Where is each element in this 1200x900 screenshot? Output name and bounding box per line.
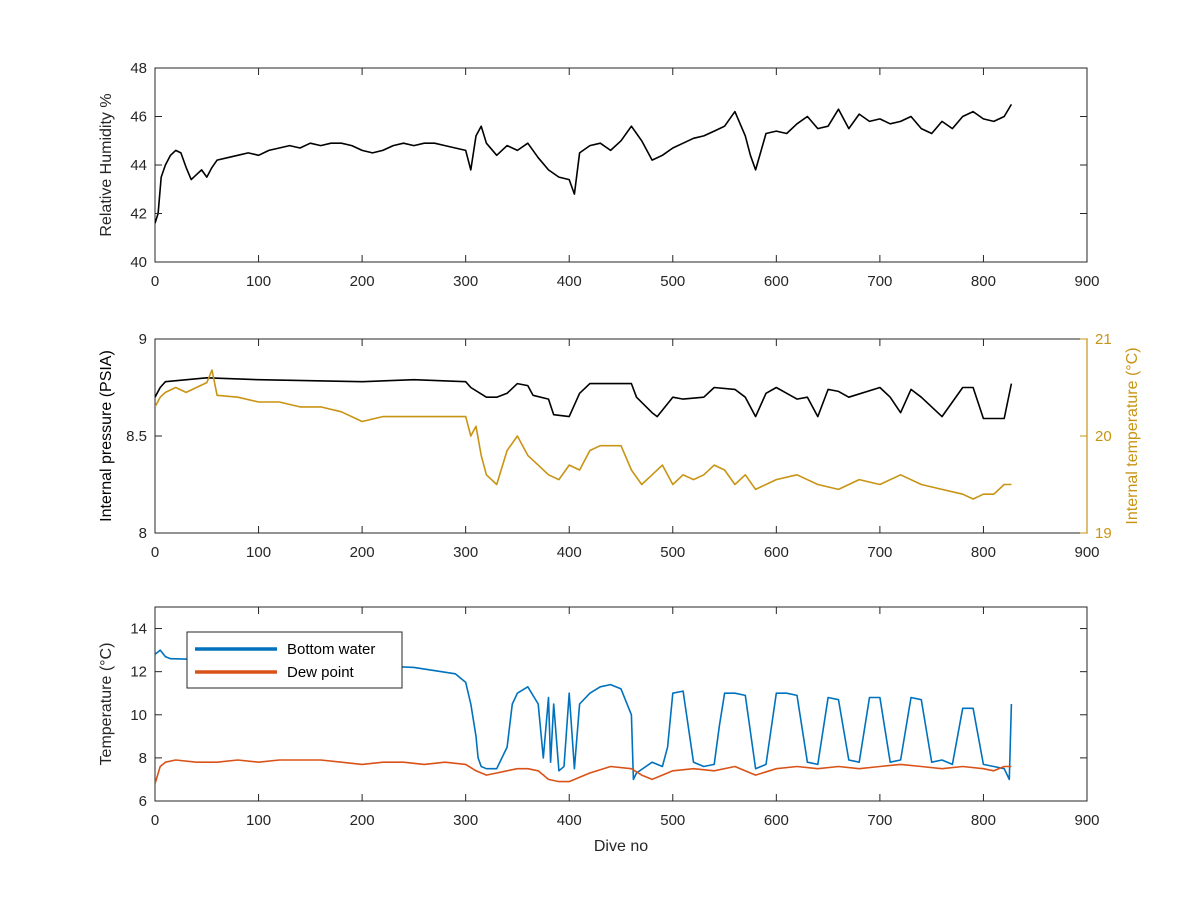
pressure-right-tick-label: 19 xyxy=(1095,525,1112,542)
pressure-x-tick-label: 500 xyxy=(660,544,685,561)
humidity-y-tick-label: 42 xyxy=(130,206,147,223)
temperature-x-tick-label: 800 xyxy=(971,812,996,829)
temperature-legend: Bottom water Dew point xyxy=(186,631,403,689)
humidity-x-tick-label: 0 xyxy=(151,273,159,290)
pressure-right-tick-label: 20 xyxy=(1095,428,1112,445)
humidity-y-tick-label: 40 xyxy=(130,254,147,271)
pressure-y-tick-label: 9 xyxy=(139,331,147,348)
humidity-y-tick-label: 44 xyxy=(130,157,147,174)
temperature-y-tick-label: 8 xyxy=(139,750,147,767)
humidity-x-tick-label: 500 xyxy=(660,273,685,290)
temperature-x-tick-label: 0 xyxy=(151,812,159,829)
pressure-x-tick-label: 400 xyxy=(557,544,582,561)
humidity-x-tick-label: 100 xyxy=(246,273,271,290)
temperature-x-tick-label: 400 xyxy=(557,812,582,829)
legend-entry: Dew point xyxy=(287,664,355,681)
pressure-right-axis-label: Internal temperature (°C) xyxy=(1124,347,1141,524)
temperature-x-tick-label: 700 xyxy=(867,812,892,829)
temperature-x-tick-label: 100 xyxy=(246,812,271,829)
legend-entry: Bottom water xyxy=(287,641,375,658)
temperature-x-tick-label: 600 xyxy=(764,812,789,829)
humidity-x-tick-label: 900 xyxy=(1074,273,1099,290)
pressure-series-line-0 xyxy=(155,377,1013,420)
pressure-axes-box xyxy=(154,338,1088,534)
humidity-x-tick-label: 200 xyxy=(350,273,375,290)
temperature-y-tick-label: 14 xyxy=(130,621,147,638)
humidity-series-line-0 xyxy=(155,103,1013,224)
temperature-y-tick-label: 6 xyxy=(139,793,147,810)
humidity-panel: 0 100 200 300 400 500 600 700 800 900 40 42 44 46 48 Re… xyxy=(98,60,1100,290)
humidity-x-tick-label: 400 xyxy=(557,273,582,290)
legend-box xyxy=(186,631,403,689)
temperature-y-axis-label: Temperature (°C) xyxy=(98,643,115,766)
pressure-x-tick-label: 0 xyxy=(151,544,159,561)
pressure-x-tick-label: 800 xyxy=(971,544,996,561)
pressure-y-tick-label: 8.5 xyxy=(126,428,147,445)
humidity-axes-box xyxy=(154,67,1088,263)
temperature-series-line-dew-point xyxy=(155,759,1012,785)
pressure-temperature-panel: 0 100 200 300 400 500 600 700 800 900 8 8.5 9 19 20 21 I… xyxy=(98,331,1141,561)
temperature-x-tick-label: 900 xyxy=(1074,812,1099,829)
temperature-panel: 0 100 200 300 400 500 600 700 800 900 6 8 10 12 14 Temp… xyxy=(98,606,1100,855)
humidity-x-tick-label: 600 xyxy=(764,273,789,290)
pressure-x-tick-label: 300 xyxy=(453,544,478,561)
humidity-x-tick-label: 800 xyxy=(971,273,996,290)
temperature-x-tick-label: 300 xyxy=(453,812,478,829)
humidity-y-tick-label: 46 xyxy=(130,109,147,126)
pressure-x-tick-label: 200 xyxy=(350,544,375,561)
humidity-y-axis-label: Relative Humidity % xyxy=(98,93,115,236)
humidity-x-tick-label: 300 xyxy=(453,273,478,290)
temperature-y-tick-label: 12 xyxy=(130,664,147,681)
temperature-x-tick-label: 200 xyxy=(350,812,375,829)
temperature-x-axis-label: Dive no xyxy=(594,838,648,855)
pressure-x-tick-label: 900 xyxy=(1074,544,1099,561)
pressure-series-line-1 xyxy=(155,369,1012,500)
humidity-x-tick-label: 700 xyxy=(867,273,892,290)
pressure-x-tick-label: 100 xyxy=(246,544,271,561)
pressure-x-tick-label: 600 xyxy=(764,544,789,561)
pressure-y-axis-label: Internal pressure (PSIA) xyxy=(98,350,115,522)
humidity-y-tick-label: 48 xyxy=(130,60,147,77)
temperature-y-tick-label: 10 xyxy=(130,707,147,724)
temperature-series-line-bottom-water xyxy=(155,649,1013,781)
temperature-x-tick-label: 500 xyxy=(660,812,685,829)
pressure-right-tick-label: 21 xyxy=(1095,331,1112,348)
pressure-x-tick-label: 700 xyxy=(867,544,892,561)
pressure-y-tick-label: 8 xyxy=(139,525,147,542)
